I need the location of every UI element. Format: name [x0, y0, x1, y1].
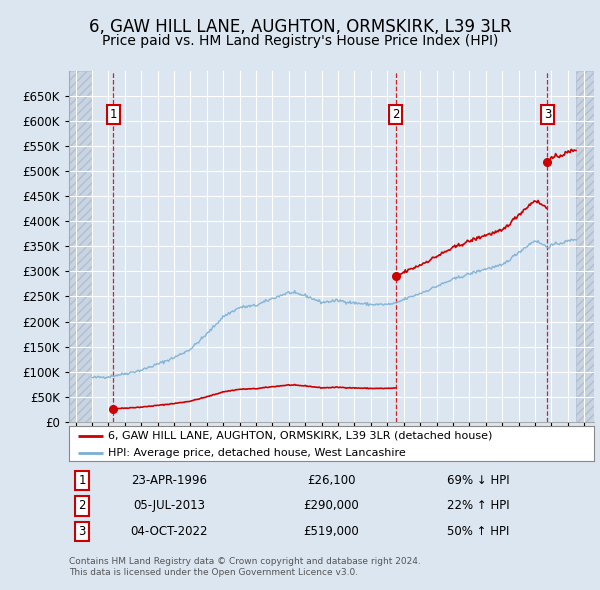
Text: This data is licensed under the Open Government Licence v3.0.: This data is licensed under the Open Gov…: [69, 568, 358, 577]
Text: 3: 3: [79, 525, 86, 538]
Text: 22% ↑ HPI: 22% ↑ HPI: [447, 499, 510, 513]
Text: 1: 1: [110, 108, 117, 121]
Text: 23-APR-1996: 23-APR-1996: [131, 474, 207, 487]
Text: Price paid vs. HM Land Registry's House Price Index (HPI): Price paid vs. HM Land Registry's House …: [102, 34, 498, 48]
Text: 6, GAW HILL LANE, AUGHTON, ORMSKIRK, L39 3LR (detached house): 6, GAW HILL LANE, AUGHTON, ORMSKIRK, L39…: [109, 431, 493, 441]
Text: HPI: Average price, detached house, West Lancashire: HPI: Average price, detached house, West…: [109, 448, 406, 457]
Text: 6, GAW HILL LANE, AUGHTON, ORMSKIRK, L39 3LR: 6, GAW HILL LANE, AUGHTON, ORMSKIRK, L39…: [89, 18, 511, 36]
Text: 1: 1: [79, 474, 86, 487]
Text: £290,000: £290,000: [304, 499, 359, 513]
Text: 3: 3: [544, 108, 551, 121]
Text: £26,100: £26,100: [307, 474, 356, 487]
Text: 69% ↓ HPI: 69% ↓ HPI: [447, 474, 510, 487]
Text: Contains HM Land Registry data © Crown copyright and database right 2024.: Contains HM Land Registry data © Crown c…: [69, 557, 421, 566]
Bar: [576, 71, 594, 422]
Text: 04-OCT-2022: 04-OCT-2022: [130, 525, 208, 538]
Text: 50% ↑ HPI: 50% ↑ HPI: [448, 525, 509, 538]
Text: 2: 2: [392, 108, 400, 121]
Bar: [69, 71, 92, 422]
Text: 2: 2: [79, 499, 86, 513]
Text: 05-JUL-2013: 05-JUL-2013: [133, 499, 205, 513]
Text: £519,000: £519,000: [304, 525, 359, 538]
